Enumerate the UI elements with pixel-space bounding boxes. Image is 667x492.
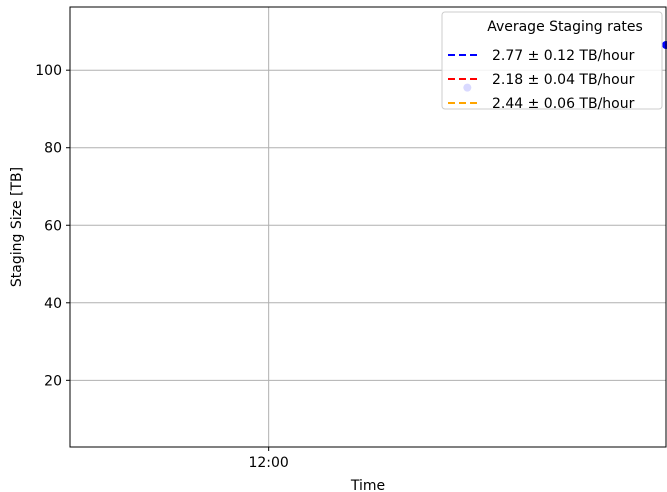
legend-label: 2.44 ± 0.06 TB/hour bbox=[492, 96, 635, 112]
legend-label: 2.77 ± 0.12 TB/hour bbox=[492, 48, 635, 64]
legend-label: 2.18 ± 0.04 TB/hour bbox=[492, 72, 635, 88]
legend-box bbox=[441, 11, 663, 110]
plot-frame bbox=[69, 6, 667, 448]
axis-ticks: 12:0018:0000:0006:0012:0018:0000:0006:00… bbox=[35, 63, 289, 471]
y-tick-label: 20 bbox=[44, 373, 62, 389]
y-tick-label: 100 bbox=[35, 63, 62, 79]
y-tick-label: 80 bbox=[44, 141, 62, 157]
legend-items: 2.77 ± 0.12 TB/hour 2.18 ± 0.04 TB/hour 2.… bbox=[448, 48, 635, 112]
x-axis-label: Time bbox=[350, 478, 385, 492]
legend-title: Average Staging rates bbox=[487, 19, 643, 35]
legend: Average Staging rates 2.77 ± 0.12 TB/hou… bbox=[441, 11, 663, 112]
y-tick-label: 40 bbox=[44, 296, 62, 312]
x-tick-label: 12:00 bbox=[248, 455, 288, 471]
y-axis-label: Staging Size [TB] bbox=[9, 167, 25, 287]
y-tick-label: 60 bbox=[44, 218, 62, 234]
